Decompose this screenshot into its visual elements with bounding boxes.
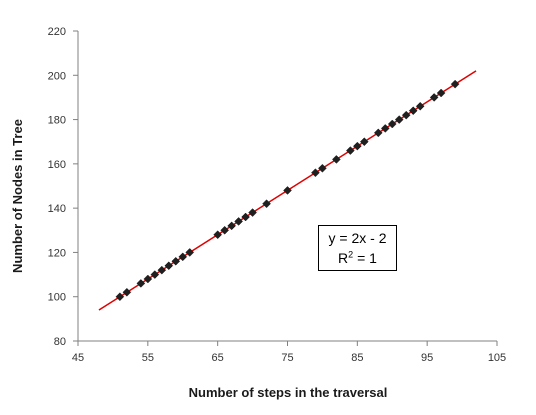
y-tick-label: 100	[48, 292, 66, 304]
data-point	[248, 208, 257, 217]
y-tick-label: 80	[54, 336, 66, 348]
data-point	[359, 137, 369, 147]
data-point	[352, 141, 362, 151]
data-point	[241, 212, 250, 222]
equation-box: y = 2x - 2 R2 = 1	[318, 225, 397, 271]
data-point	[234, 217, 243, 226]
x-tick-label: 65	[212, 352, 224, 364]
data-point	[220, 225, 230, 235]
data-point	[213, 230, 223, 240]
data-point	[387, 119, 397, 129]
r-squared-exponent: 2	[348, 249, 354, 260]
data-points	[115, 79, 460, 302]
x-tick-label: 95	[421, 352, 433, 364]
data-point	[394, 115, 404, 124]
data-point	[115, 292, 125, 302]
r-squared-text: R2 = 1	[319, 248, 396, 268]
x-tick-label: 75	[281, 352, 293, 364]
y-tick-label: 180	[48, 115, 66, 127]
data-point	[345, 146, 355, 155]
y-tick-label: 160	[48, 159, 66, 171]
data-point	[436, 88, 446, 98]
data-point	[262, 199, 271, 209]
data-point	[136, 279, 146, 288]
x-tick-label: 45	[72, 352, 84, 364]
data-point	[450, 79, 460, 89]
y-tick-label: 140	[48, 203, 66, 215]
x-tick-label: 85	[351, 352, 363, 364]
y-tick-label: 200	[48, 70, 66, 82]
data-point	[164, 261, 174, 271]
y-axis-title: Number of Nodes in Tree	[10, 119, 25, 273]
data-point	[227, 221, 236, 231]
data-point	[283, 186, 292, 195]
data-point	[157, 265, 167, 275]
data-point	[318, 163, 327, 173]
data-point	[373, 128, 383, 138]
tick-labels: 80 100 120 140 160 180 200 220 45 55 65 75 85 95 105	[48, 26, 507, 364]
data-point	[171, 256, 181, 266]
axes	[73, 30, 498, 346]
data-point	[408, 106, 418, 116]
r-squared-suffix: = 1	[353, 250, 377, 266]
data-point	[429, 93, 439, 102]
x-tick-label: 105	[488, 352, 506, 364]
r-squared-prefix: R	[338, 250, 349, 266]
data-point	[311, 168, 320, 178]
data-point	[380, 124, 390, 133]
data-point	[178, 252, 188, 262]
data-point	[332, 155, 341, 164]
x-axis-title: Number of steps in the traversal	[189, 385, 388, 400]
data-point	[185, 248, 195, 257]
y-tick-label: 220	[48, 26, 66, 38]
x-tick-label: 55	[142, 352, 154, 364]
data-point	[415, 101, 425, 111]
data-point	[150, 270, 160, 279]
data-point	[143, 274, 153, 284]
data-point	[401, 110, 411, 120]
y-tick-label: 120	[48, 247, 66, 259]
data-point	[122, 287, 132, 297]
equation-text: y = 2x - 2	[328, 230, 387, 246]
